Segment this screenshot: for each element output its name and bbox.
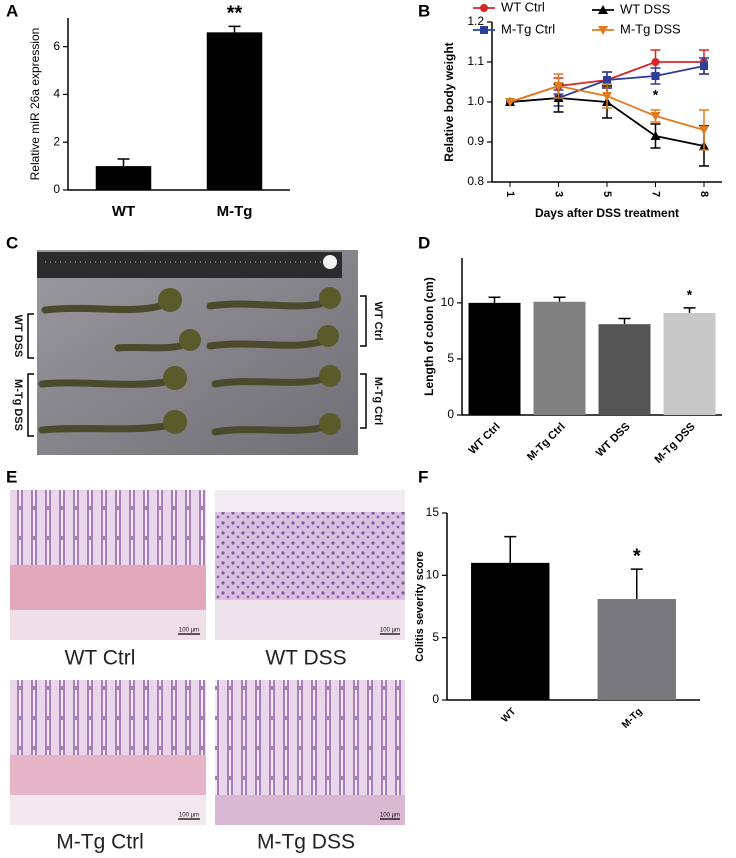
significance-label: * [633,545,641,567]
error-bar [553,296,566,302]
photo-caption: M-Tg Ctrl [56,831,144,854]
legend-marker [598,26,608,35]
point [602,92,612,101]
point [650,112,661,121]
legend-marker [598,5,608,14]
x-tick-label: M-Tg DSS [652,421,697,466]
legend-label: WT DSS [620,1,671,16]
legend-label: M-Tg DSS [620,21,681,36]
y-tick-label: 0 [432,692,439,706]
point [603,76,611,84]
x-tick-label: 3 [553,191,565,197]
point [650,131,661,140]
scale-bar-label: 100 µm [380,628,400,634]
error-bar [117,158,130,167]
x-axis-label: Days after DSS treatment [535,206,679,220]
bar [663,312,716,415]
bar [533,301,586,415]
panel-label: A [6,1,18,20]
y-tick-label: 10 [426,568,440,582]
significance-label: * [687,287,693,303]
x-tick-label: 5 [601,191,613,197]
x-tick-label: 1 [504,191,516,197]
photo-label: WT DSS [12,315,24,358]
x-tick-label: M-Tg [217,203,253,220]
x-tick-label: 8 [698,191,710,197]
x-tick-label: WT [112,203,135,220]
point [700,62,708,70]
y-tick-label: 0.9 [467,134,484,148]
scale-bar-label: 100 µm [179,628,199,634]
significance-label: * [653,87,659,103]
error-bar [630,568,643,600]
photo-label: M-Tg Ctrl [372,377,384,425]
bar [206,32,263,191]
bar [597,599,676,700]
y-axis-label: Relative body weight [442,42,456,161]
y-tick-label: 5 [447,351,454,365]
bar [95,166,152,190]
legend-label: M-Tg Ctrl [501,21,555,36]
panel-label: C [6,233,18,252]
y-tick-label: 1.1 [467,54,484,68]
point [651,58,660,66]
photo-caption: WT Ctrl [65,647,136,670]
y-axis-label: Length of colon (cm) [422,277,436,396]
error-bar [504,535,517,563]
x-tick-label: WT Ctrl [467,421,503,457]
photo-label: M-Tg DSS [12,379,24,431]
x-tick-label: 7 [650,191,662,197]
significance-label: ** [227,3,243,25]
y-tick-label: 4 [53,87,60,101]
bar [468,302,521,415]
legend-label: WT Ctrl [501,0,545,14]
y-tick-label: 1.2 [467,14,484,28]
photo-caption: M-Tg DSS [257,831,355,854]
panel-label: B [418,1,430,20]
panel-label: F [418,467,428,486]
y-axis-label: Colitis severity score [414,551,426,662]
y-tick-label: 5 [432,630,439,644]
y-tick-label: 2 [53,134,60,148]
y-tick-label: 6 [53,39,60,53]
y-tick-label: 0.8 [467,174,484,188]
error-bar [488,296,501,303]
legend-marker [480,4,488,12]
point [505,98,515,107]
error-bar [683,307,696,313]
y-tick-label: 10 [441,295,455,309]
photo-label: WT Ctrl [372,301,384,340]
x-tick-label: M-Tg [620,706,645,731]
histology-photo [10,490,405,825]
point [553,82,564,91]
point [699,126,709,135]
x-tick-label: WT [499,706,518,725]
y-tick-label: 15 [426,505,440,519]
panel-label: E [6,467,17,486]
x-tick-label: WT DSS [594,421,633,460]
photo-caption: WT DSS [265,647,346,670]
y-tick-label: 0 [53,182,60,196]
y-tick-label: 1.0 [467,94,484,108]
colon-photo [27,250,367,455]
panel-label: D [418,233,430,252]
bar [598,324,651,415]
scale-bar-label: 100 µm [380,813,400,819]
point [651,72,660,80]
y-tick-label: 0 [447,407,454,421]
error-bar [228,25,241,33]
bar [471,562,550,700]
scale-bar-label: 100 µm [179,813,199,819]
legend-marker [480,26,488,34]
x-tick-label: M-Tg Ctrl [525,421,568,464]
error-bar [618,317,631,325]
y-axis-label: Relative miR 26a expression [28,28,42,181]
